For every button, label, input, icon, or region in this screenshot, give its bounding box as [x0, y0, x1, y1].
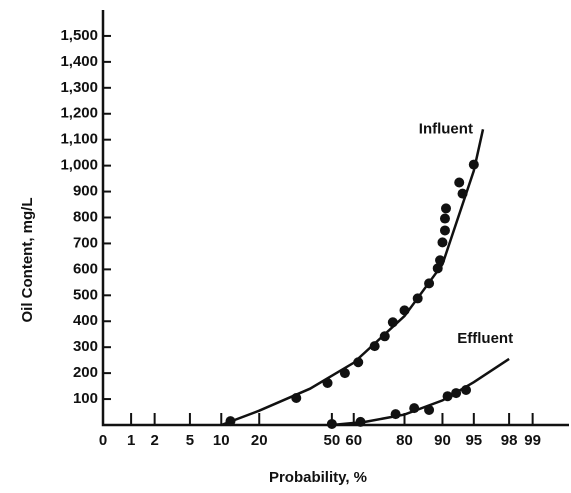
fit-curve	[220, 129, 485, 427]
fit-curve	[331, 357, 510, 427]
y-tick-label: 1,200	[60, 105, 98, 122]
data-point	[437, 237, 448, 248]
data-point	[326, 418, 337, 429]
data-point	[441, 203, 452, 214]
data-point	[457, 188, 468, 199]
y-tick-label: 700	[73, 234, 98, 251]
data-point	[439, 213, 450, 224]
y-tick-label: 300	[73, 338, 98, 355]
data-point	[291, 393, 302, 404]
x-tick-label: 95	[465, 432, 482, 449]
y-tick-label: 100	[73, 390, 98, 407]
y-tick-label: 600	[73, 260, 98, 277]
data-point	[435, 255, 446, 266]
data-point	[442, 391, 453, 402]
data-point	[369, 341, 380, 352]
x-tick-label: 60	[345, 432, 362, 449]
data-point	[353, 357, 364, 368]
x-tick-label: 20	[251, 432, 268, 449]
data-point	[468, 159, 479, 170]
y-tick-label: 1,500	[60, 27, 98, 44]
data-point	[454, 177, 465, 188]
data-point	[379, 331, 390, 342]
x-tick-label: 2	[150, 432, 158, 449]
data-point	[412, 293, 423, 304]
x-tick-label: 0	[99, 432, 107, 449]
data-point	[390, 409, 401, 420]
axes	[101, 10, 569, 427]
data-point	[322, 377, 333, 388]
x-tick-label: 5	[186, 432, 194, 449]
data-point	[409, 403, 420, 414]
data-point	[451, 388, 462, 399]
x-tick-label: 90	[434, 432, 451, 449]
data-point	[439, 225, 450, 236]
data-point	[424, 278, 435, 289]
data-point	[461, 384, 472, 395]
y-tick-label: 400	[73, 312, 98, 329]
y-axis-title: Oil Content, mg/L	[19, 198, 36, 323]
y-tick-label: 1,000	[60, 157, 98, 174]
data-point	[424, 404, 435, 415]
x-axis-title: Probability, %	[269, 469, 367, 486]
y-tick-label: 1,100	[60, 131, 98, 148]
y-tick-label: 1,300	[60, 79, 98, 96]
y-tick-label: 900	[73, 183, 98, 200]
series-label: Effluent	[457, 330, 513, 347]
x-tick-label: 80	[396, 432, 413, 449]
x-tick-label: 98	[501, 432, 518, 449]
y-tick-label: 500	[73, 286, 98, 303]
x-tick-label: 1	[127, 432, 135, 449]
x-tick-label: 50	[324, 432, 341, 449]
data-point	[399, 305, 410, 316]
x-tick-label: 99	[524, 432, 541, 449]
data-point	[339, 368, 350, 379]
data-point	[387, 317, 398, 328]
data-point	[432, 263, 443, 274]
y-tick-label: 1,400	[60, 53, 98, 70]
data-point	[355, 416, 366, 427]
x-tick-label: 10	[213, 432, 230, 449]
y-tick-label: 200	[73, 364, 98, 381]
series-label: Influent	[419, 120, 473, 137]
data-point	[225, 416, 236, 427]
y-tick-label: 800	[73, 208, 98, 225]
